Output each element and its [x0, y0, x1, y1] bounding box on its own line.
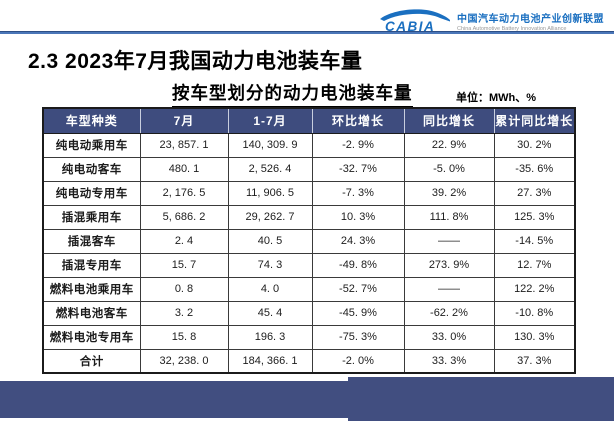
table-cell: 24. 3%	[311, 228, 405, 254]
table-cell: -35. 6%	[493, 156, 576, 182]
org-name-english: China Automotive Battery Innovation Alli…	[457, 25, 567, 32]
table-cell: -14. 5%	[493, 228, 576, 254]
table-cell: 4. 0	[227, 276, 313, 302]
table-cell: 111. 8%	[403, 204, 495, 230]
table-row: 纯电动乘用车 23, 857. 1 140, 309. 9 -2. 9% 22. 9% 3…	[42, 132, 576, 158]
table-cell: 122. 2%	[493, 276, 576, 302]
table-cell: 33. 3%	[403, 348, 495, 373]
table-body: 纯电动乘用车 23, 857. 1 140, 309. 9 -2. 9% 22. 9% 3…	[42, 132, 576, 373]
row-label: 纯电动乘用车	[42, 132, 141, 158]
table-cell: 33. 0%	[403, 324, 495, 350]
table-cell: 130. 3%	[493, 324, 576, 350]
table-cell: -62. 2%	[403, 300, 495, 326]
car-swoosh-icon	[380, 9, 450, 22]
table-cell: 184, 366. 1	[227, 348, 313, 373]
table-cell: 29, 262. 7	[227, 204, 313, 230]
table-cell: -10. 8%	[493, 300, 576, 326]
org-name-chinese: 中国汽车动力电池产业创新联盟	[457, 13, 604, 25]
table-row: 纯电动客车 480. 1 2, 526. 4 -32. 7% -5. 0% -35. 6%	[42, 156, 576, 182]
table-cell: 196. 3	[227, 324, 313, 350]
table-row: 纯电动专用车 2, 176. 5 11, 906. 5 -7. 3% 39. 2% 27.…	[42, 180, 576, 206]
table-cell: -32. 7%	[311, 156, 405, 182]
table-cell: 273. 9%	[403, 252, 495, 278]
table-cell: -45. 9%	[311, 300, 405, 326]
table-row: 燃料电池客车 3. 2 45. 4 -45. 9% -62. 2% -10. 8%	[42, 300, 576, 326]
cabia-logo-icon: CABIA	[380, 9, 450, 34]
row-label: 燃料电池客车	[42, 300, 141, 326]
table-cell: 15. 7	[139, 252, 229, 278]
row-label: 合计	[42, 348, 141, 373]
table-cell: 45. 4	[227, 300, 313, 326]
column-header-5: 累计同比增长	[493, 108, 575, 134]
logo-abbr: CABIA	[385, 19, 435, 34]
table-cell: -5. 0%	[403, 156, 495, 182]
table-cell: -2. 9%	[311, 132, 405, 158]
table-cell: -52. 7%	[311, 276, 405, 302]
table-cell: 23, 857. 1	[139, 132, 229, 158]
row-label: 插混专用车	[42, 252, 141, 278]
column-header-2: 1-7月	[227, 108, 312, 134]
cabia-logo: CABIA 中国汽车动力电池产业创新联盟 China Automotive Ba…	[377, 7, 604, 34]
unit-label: 单位：MWh、%	[456, 92, 537, 104]
row-label: 燃料电池专用车	[42, 324, 141, 350]
org-names: 中国汽车动力电池产业创新联盟 China Automotive Battery …	[457, 10, 604, 32]
row-label: 纯电动专用车	[42, 180, 141, 206]
table-cell: 480. 1	[139, 156, 229, 182]
table-cell: 2, 176. 5	[139, 180, 229, 206]
table-cell: -2. 0%	[311, 348, 405, 373]
table-cell: 74. 3	[227, 252, 313, 278]
table-cell: 15. 8	[139, 324, 229, 350]
table-cell: ——	[403, 276, 495, 302]
table-cell: 39. 2%	[403, 180, 495, 206]
table-cell: 37. 3%	[493, 348, 576, 373]
table-row: 插混乘用车 5, 686. 2 29, 262. 7 10. 3% 111. 8% 125…	[42, 204, 576, 230]
row-label: 插混乘用车	[42, 204, 141, 230]
table-cell: 2, 526. 4	[227, 156, 313, 182]
table-cell: 125. 3%	[493, 204, 576, 230]
battery-table: 车型种类 7月 1-7月 环比增长 同比增长 累计同比增长 纯电动乘用车 23, 857. …	[42, 107, 576, 374]
column-header-0: 车型种类	[43, 108, 140, 134]
column-header-3: 环比增长	[311, 108, 404, 134]
table-cell: 40. 5	[227, 228, 313, 254]
table-cell: 10. 3%	[311, 204, 405, 230]
page-title: 2.3 2023年7月我国动力电池装车量	[28, 50, 363, 73]
row-label: 插混客车	[42, 228, 141, 254]
row-label: 纯电动客车	[42, 156, 141, 182]
table-cell: 3. 2	[139, 300, 229, 326]
header-divider	[0, 31, 614, 34]
column-header-4: 同比增长	[403, 108, 494, 134]
table-cell: 30. 2%	[493, 132, 576, 158]
table-row: 燃料电池专用车 15. 8 196. 3 -75. 3% 33. 0% 130. 3%	[42, 324, 576, 350]
table-subtitle: 按车型划分的动力电池装车量	[172, 80, 413, 108]
table-cell: -75. 3%	[311, 324, 405, 350]
table-container: 车型种类 7月 1-7月 环比增长 同比增长 累计同比增长 纯电动乘用车 23, 857. …	[42, 107, 576, 374]
table-row: 插混客车 2. 4 40. 5 24. 3% —— -14. 5%	[42, 228, 576, 254]
table-row: 合计 32, 238. 0 184, 366. 1 -2. 0% 33. 3% 37. 3…	[42, 348, 576, 373]
table-cell: 12. 7%	[493, 252, 576, 278]
table-cell: 27. 3%	[493, 180, 576, 206]
table-cell: 22. 9%	[403, 132, 495, 158]
table-cell: 5, 686. 2	[139, 204, 229, 230]
table-cell: 140, 309. 9	[227, 132, 313, 158]
table-cell: 2. 4	[139, 228, 229, 254]
table-head: 车型种类 7月 1-7月 环比增长 同比增长 累计同比增长	[43, 108, 575, 134]
table-cell: 11, 906. 5	[227, 180, 313, 206]
column-header-1: 7月	[139, 108, 228, 134]
table-cell: 32, 238. 0	[139, 348, 229, 373]
table-row: 插混专用车 15. 7 74. 3 -49. 8% 273. 9% 12. 7%	[42, 252, 576, 278]
table-header-row: 车型种类 7月 1-7月 环比增长 同比增长 累计同比增长	[43, 108, 575, 134]
row-label: 燃料电池乘用车	[42, 276, 141, 302]
table-row: 燃料电池乘用车 0. 8 4. 0 -52. 7% —— 122. 2%	[42, 276, 576, 302]
footer-bar-right-segment	[348, 377, 614, 421]
table-cell: -7. 3%	[311, 180, 405, 206]
table-cell: 0. 8	[139, 276, 229, 302]
table-cell: -49. 8%	[311, 252, 405, 278]
table-cell: ——	[403, 228, 495, 254]
